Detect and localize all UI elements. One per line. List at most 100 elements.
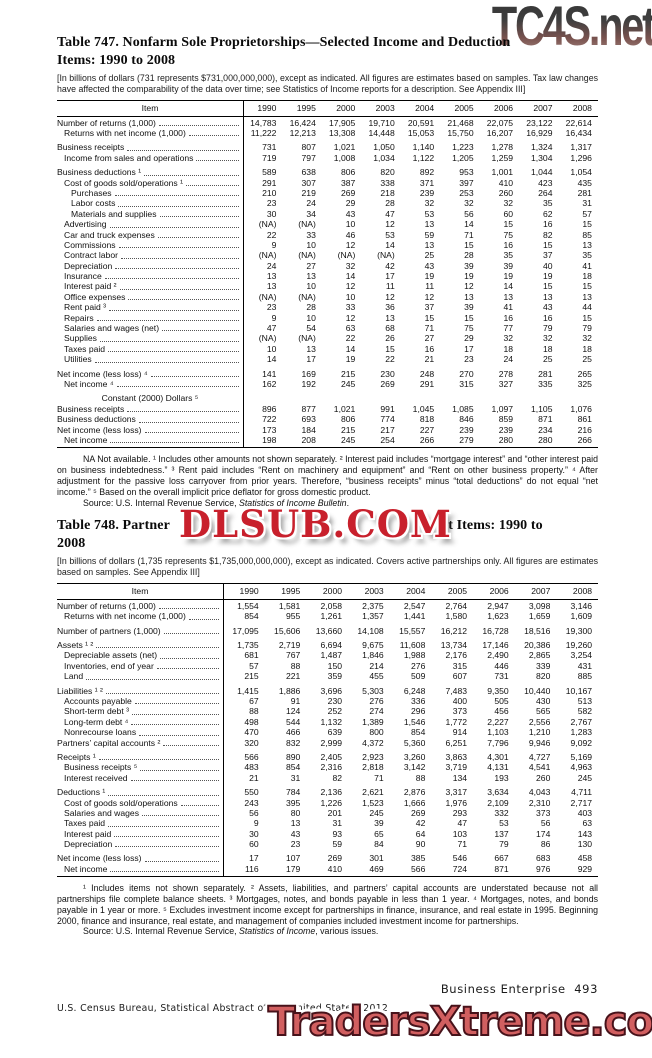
leader-dots [105, 686, 219, 695]
value-cell: 16 [542, 219, 553, 230]
leader-dots [110, 435, 239, 444]
table-row: Car and truck expenses 22 33 46 53 59 71 75 82 85 [57, 230, 598, 240]
value-cell: 15 [582, 219, 592, 230]
row-label-cell: Advertising [57, 219, 243, 229]
row-label-cell: Net income ⁴ [57, 379, 243, 389]
table-row: Supplies (NA) (NA) 22 26 27 29 32 32 32 [57, 333, 598, 343]
value-cell: 3,719 [445, 762, 468, 773]
row-label: Supplies [64, 333, 97, 344]
leader-dots [119, 281, 239, 290]
table-row: Inventories, end of year 57 88 150 214 276 315… [57, 661, 598, 671]
value-cell: 22 [385, 354, 395, 365]
leader-dots [144, 425, 239, 433]
value-cell: 227 [419, 424, 435, 435]
row-label-cell: Cost of goods sold/operations [57, 798, 223, 808]
value-cell: 43 [290, 828, 301, 839]
value-cell: 10 [266, 343, 277, 354]
table-748-source: Source: U.S. Internal Revenue Service, S… [83, 926, 598, 937]
value-cell: 806 [340, 414, 356, 425]
row-label-cell: Business receipts ⁵ [57, 762, 223, 772]
source-publication: Statistics of Income Bulletin [238, 497, 347, 508]
value-cell: (NA) [258, 219, 277, 230]
value-cell: 12 [385, 291, 395, 302]
table-row: Salaries and wages 56 80 201 245 269 293 332 373… [57, 808, 598, 818]
leader-dots [139, 727, 219, 736]
value-cell: 53 [499, 818, 509, 829]
page-header-chapter-and-number: Business Enterprise 493 [440, 982, 598, 996]
value-cell: 33 [345, 302, 356, 313]
value-cell: 1,389 [362, 716, 384, 727]
value-cell: 4,372 [362, 737, 384, 748]
value-cell [401, 393, 440, 403]
footnote-text: NA Not available. ¹ Includes other amoun… [57, 454, 598, 497]
value-cell: 15 [542, 281, 553, 292]
value-cell: 260 [536, 772, 551, 783]
value-cell: 397 [459, 177, 474, 188]
leader-dots [160, 650, 219, 659]
row-label-cell: Supplies [57, 333, 243, 343]
row-label-cell: Commissions [57, 240, 243, 250]
value-cell: 31 [582, 198, 592, 209]
value-cell: 32 [582, 333, 592, 344]
value-cell: 14,108 [357, 625, 384, 636]
row-label-cell: Number of returns (1,000) [57, 118, 243, 128]
value-cell: 260 [498, 187, 514, 198]
row-label: Inventories, end of year [64, 660, 154, 671]
value-cell: 1,278 [491, 142, 514, 153]
value-cell: 21,468 [447, 117, 474, 128]
value-cell: 1,304 [530, 152, 553, 163]
row-label: Receipts ¹ [57, 751, 96, 762]
value-cell: 10 [345, 291, 356, 302]
table-748: Item 1990 1995 2000 2003 2004 2005 2006 2007 2008… [57, 582, 598, 878]
value-cell: 75 [503, 229, 514, 240]
row-label-cell: Number of partners (1,000) [57, 626, 223, 636]
value-cell: 15 [464, 239, 474, 250]
value-cell: 10 [306, 312, 316, 323]
leader-dots [104, 271, 239, 280]
value-cell: 32 [542, 333, 553, 344]
value-cell: 1,021 [333, 403, 356, 414]
row-label-cell: Land [57, 671, 223, 681]
table-747-bracket-note: [In billions of dollars (731 represents … [57, 73, 598, 94]
value-cell: 1,317 [570, 142, 592, 153]
row-label-cell: Taxes paid [57, 818, 223, 828]
row-label-cell: Accounts payable [57, 696, 223, 706]
value-cell: 215 [340, 368, 356, 379]
value-cell: 483 [244, 762, 259, 773]
value-cell: 15 [464, 312, 474, 323]
value-cell: 215 [340, 424, 356, 435]
value-cell: 36 [385, 302, 395, 313]
value-cell: 13 [306, 271, 316, 282]
row-label-cell: Salaries and wages [57, 808, 223, 818]
value-cell: 30 [249, 828, 259, 839]
value-cell: 681 [244, 650, 259, 661]
row-label-cell: Interest received [57, 773, 223, 783]
value-cell: 30 [266, 208, 277, 219]
value-cell: 1,044 [530, 167, 553, 178]
value-cell: 21 [424, 354, 435, 365]
value-cell: 638 [301, 167, 316, 178]
value-cell: 254 [380, 434, 395, 445]
leader-dots [118, 240, 239, 249]
row-label-cell: Inventories, end of year [57, 661, 223, 671]
value-cell: 3,696 [320, 685, 343, 696]
value-cell: 19,300 [565, 625, 593, 636]
value-cell: 1,357 [362, 611, 384, 622]
row-label-cell: Long-term debt ⁴ [57, 717, 223, 727]
value-cell: 71 [374, 772, 384, 783]
value-cell: 269 [327, 853, 343, 864]
column-header-year: 2000 [336, 102, 356, 113]
value-cell: 16 [503, 239, 514, 250]
value-cell: 861 [577, 414, 592, 425]
value-cell: 80 [290, 807, 301, 818]
column-header-year: 2007 [531, 585, 551, 596]
value-cell: 14,783 [250, 117, 277, 128]
value-cell: 215 [244, 671, 259, 682]
value-cell: 929 [577, 863, 593, 874]
value-cell: 693 [301, 414, 316, 425]
row-label: Number of partners (1,000) [57, 625, 161, 636]
table-747-title-line1: Table 747. Nonfarm Sole Proprietorships—… [57, 35, 511, 50]
value-cell: 10 [345, 219, 356, 230]
leader-dots [163, 738, 219, 746]
value-cell: 13,308 [329, 127, 356, 138]
